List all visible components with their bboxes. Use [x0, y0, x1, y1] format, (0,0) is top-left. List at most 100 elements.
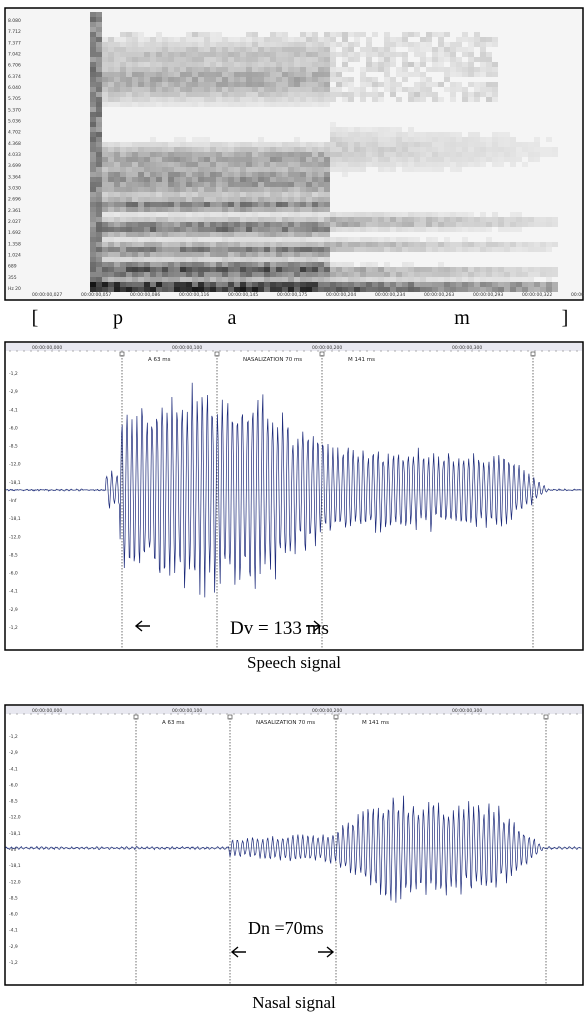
spectral-cell	[150, 52, 156, 57]
spectral-cell	[450, 47, 456, 52]
spectral-cell	[102, 62, 108, 67]
spectral-cell	[180, 147, 186, 152]
spectral-cell	[342, 272, 348, 277]
spectral-cell	[408, 167, 414, 172]
spectral-cell	[294, 182, 300, 187]
spectral-cell	[288, 237, 294, 242]
spectral-cell	[456, 87, 462, 92]
spectral-cell	[402, 272, 408, 277]
spectral-cell	[378, 267, 384, 272]
spectral-cell	[252, 257, 258, 262]
spectral-cell	[192, 152, 198, 157]
spectral-cell	[108, 172, 114, 177]
spectral-cell	[192, 182, 198, 187]
spectral-cell	[312, 82, 318, 87]
spectral-cell	[186, 172, 192, 177]
spectral-cell	[276, 267, 282, 272]
spectral-cell	[450, 167, 456, 172]
spectral-cell	[372, 92, 378, 97]
spectral-cell	[144, 147, 150, 152]
spectral-cell	[330, 97, 336, 102]
spectral-cell	[204, 87, 210, 92]
spectral-cell	[222, 247, 228, 252]
spectral-cell	[102, 52, 108, 57]
spectral-cell	[174, 232, 180, 237]
spectral-cell	[96, 147, 102, 152]
spectral-cell	[396, 287, 402, 292]
spectral-cell	[204, 137, 210, 142]
spectral-cell	[168, 172, 174, 177]
spectral-cell	[546, 217, 552, 222]
spectral-cell	[354, 272, 360, 277]
spectral-cell	[276, 162, 282, 167]
spectral-cell	[288, 267, 294, 272]
spectral-cell	[504, 152, 510, 157]
spectral-cell	[210, 82, 216, 87]
spectral-cell	[276, 52, 282, 57]
spectral-cell	[342, 222, 348, 227]
spectral-cell	[186, 67, 192, 72]
spectral-cell	[414, 212, 420, 217]
spectral-cell	[252, 272, 258, 277]
spectral-cell	[162, 87, 168, 92]
spectral-cell	[120, 57, 126, 62]
spectral-cell	[420, 47, 426, 52]
spectral-cell	[456, 47, 462, 52]
spectral-cell	[138, 247, 144, 252]
spectral-cell	[114, 277, 120, 282]
spectral-cell	[174, 192, 180, 197]
spectral-cell	[138, 272, 144, 277]
spectral-cell	[444, 267, 450, 272]
spectral-cell	[312, 97, 318, 102]
spectral-cell	[168, 147, 174, 152]
spectral-cell	[144, 67, 150, 72]
spectral-cell	[216, 162, 222, 167]
spectral-cell	[516, 147, 522, 152]
spectral-cell	[450, 92, 456, 97]
spectral-cell	[336, 132, 342, 137]
spectral-cell	[468, 97, 474, 102]
spectral-cell	[222, 57, 228, 62]
spectral-cell	[432, 287, 438, 292]
spectral-cell	[468, 242, 474, 247]
spectral-cell	[108, 147, 114, 152]
spectral-cell	[96, 272, 102, 277]
spectral-cell	[468, 67, 474, 72]
spectral-cell	[168, 97, 174, 102]
spectral-cell	[486, 242, 492, 247]
spectral-cell	[264, 247, 270, 252]
spectral-cell	[456, 247, 462, 252]
spectral-cell	[180, 42, 186, 47]
spectral-cell	[216, 152, 222, 157]
spectral-cell	[246, 152, 252, 157]
spectral-cell	[234, 147, 240, 152]
spectral-cell	[306, 217, 312, 222]
spectral-cell	[144, 52, 150, 57]
spectral-cell	[348, 52, 354, 57]
spectral-cell	[204, 97, 210, 102]
spectral-cell	[534, 147, 540, 152]
spectral-cell	[174, 197, 180, 202]
spectral-cell	[402, 87, 408, 92]
spectral-cell	[150, 202, 156, 207]
spectral-cell	[288, 257, 294, 262]
spectral-cell	[90, 12, 96, 17]
spectral-cell	[372, 267, 378, 272]
spectral-cell	[162, 57, 168, 62]
spectral-cell	[294, 137, 300, 142]
spectral-cell	[210, 102, 216, 107]
spectral-cell	[228, 202, 234, 207]
spectral-cell	[246, 262, 252, 267]
spectral-cell	[264, 232, 270, 237]
spectral-cell	[390, 157, 396, 162]
spectral-cell	[198, 42, 204, 47]
spectral-cell	[312, 282, 318, 287]
spectral-cell	[456, 212, 462, 217]
spectral-cell	[204, 227, 210, 232]
spectral-cell	[186, 227, 192, 232]
spectral-cell	[120, 277, 126, 282]
spectral-cell	[438, 282, 444, 287]
spectral-cell	[342, 172, 348, 177]
spectral-cell	[138, 242, 144, 247]
spectral-cell	[366, 222, 372, 227]
